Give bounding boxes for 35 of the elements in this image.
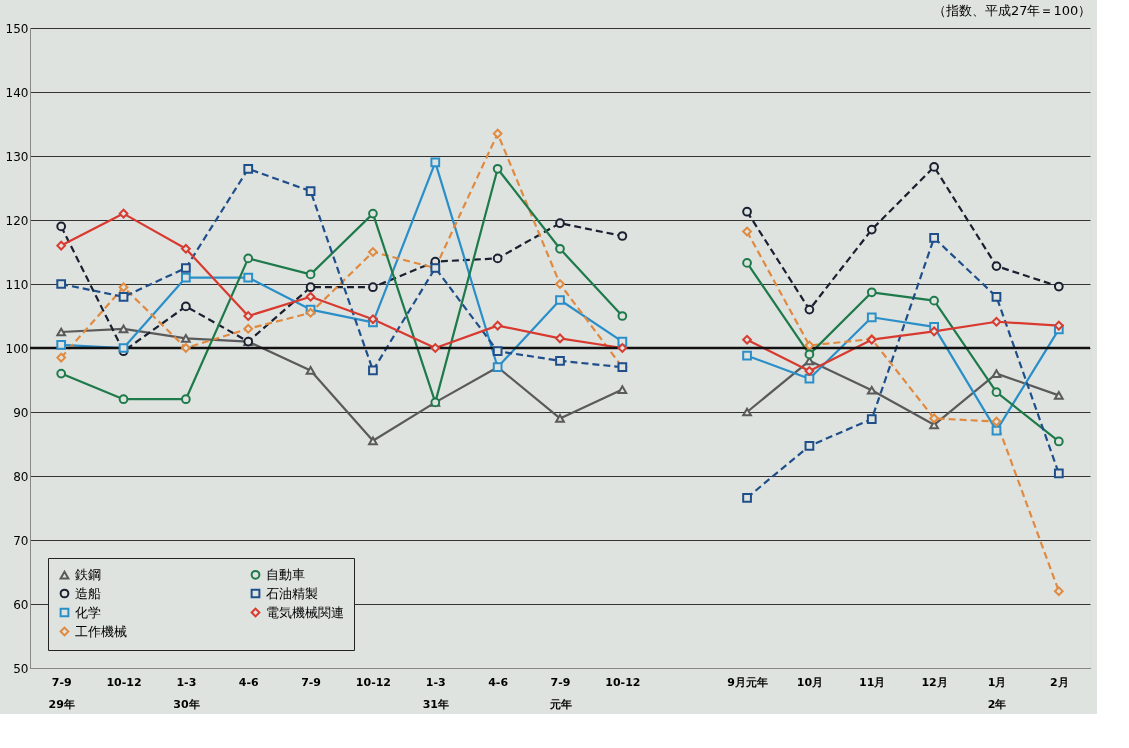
x-tick-label: 10月: [796, 675, 824, 689]
x-tick-label: 7-9 元年: [548, 675, 572, 711]
x-tick-label: 11月: [859, 675, 886, 689]
x-tick-label: 10-12: [605, 675, 641, 689]
text: （指数、平成27年＝100）: [932, 3, 1092, 18]
x-tick-label: 12月: [921, 675, 948, 689]
x-tick-label: 2月: [1050, 675, 1069, 689]
x-tick-label: 4-6: [488, 675, 509, 689]
legend-label: 電気機械関連: [266, 604, 344, 620]
y-tick-label: 50: [13, 661, 29, 676]
x-tick-label: 1-3 30年: [173, 675, 200, 711]
y-tick-label: 130: [5, 149, 29, 164]
x-tick-label: 7-9 29年: [48, 675, 75, 711]
y-tick-label: 80: [13, 469, 29, 484]
y-tick-label: 90: [13, 405, 29, 420]
legend-label: 造船: [75, 585, 101, 601]
legend-label: 工作機械: [75, 623, 127, 639]
y-tick-label: 120: [5, 213, 29, 228]
y-tick-label: 110: [5, 277, 29, 292]
legend-label: 化学: [75, 604, 101, 620]
x-tick-label: 9月元年: [727, 675, 768, 689]
x-tick-label: 4-6: [238, 675, 260, 689]
x-tick-label: 7-9: [301, 675, 322, 689]
x-tick-label: 10-12: [106, 675, 142, 689]
legend-label: 鉄鋼: [75, 567, 101, 583]
y-tick-label: 150: [5, 21, 29, 36]
y-tick-label: 100: [5, 341, 29, 356]
x-tick-label: 1月 2年: [987, 675, 1007, 711]
legend-label: 石油精製: [266, 585, 318, 601]
y-tick-label: 70: [13, 533, 29, 548]
x-tick-label: 10-12: [355, 675, 392, 689]
y-tick-label: 60: [13, 597, 29, 612]
y-tick-label: 140: [5, 85, 29, 100]
x-tick-label: 1-3 31年: [422, 675, 449, 711]
legend-label: 自動車: [266, 566, 305, 582]
